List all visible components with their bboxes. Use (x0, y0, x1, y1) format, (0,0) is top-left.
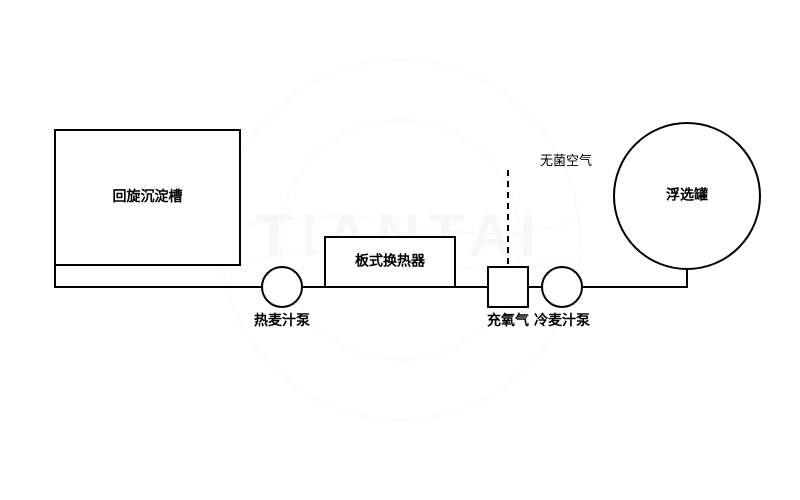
cold-pump-label: 冷麦汁泵 (534, 312, 590, 328)
sterile-air-label: 无菌空气 (540, 153, 592, 168)
plate-hx-label: 板式换热器 (355, 253, 426, 269)
hot-pump-label: 热麦汁泵 (254, 312, 310, 328)
hot-pump-node (262, 267, 302, 307)
process-diagram: TIANTAI 回旋沉淀槽 热麦汁泵 板式换热器 充氧气 无菌空气 冷麦汁泵 浮… (0, 0, 800, 500)
aeration-label: 充氧气 (487, 312, 529, 328)
flotation-tank-label: 浮选罐 (666, 187, 708, 203)
cold-pump-node (542, 267, 582, 307)
aeration-node (488, 267, 528, 307)
settling-tank-label: 回旋沉淀槽 (113, 188, 183, 204)
